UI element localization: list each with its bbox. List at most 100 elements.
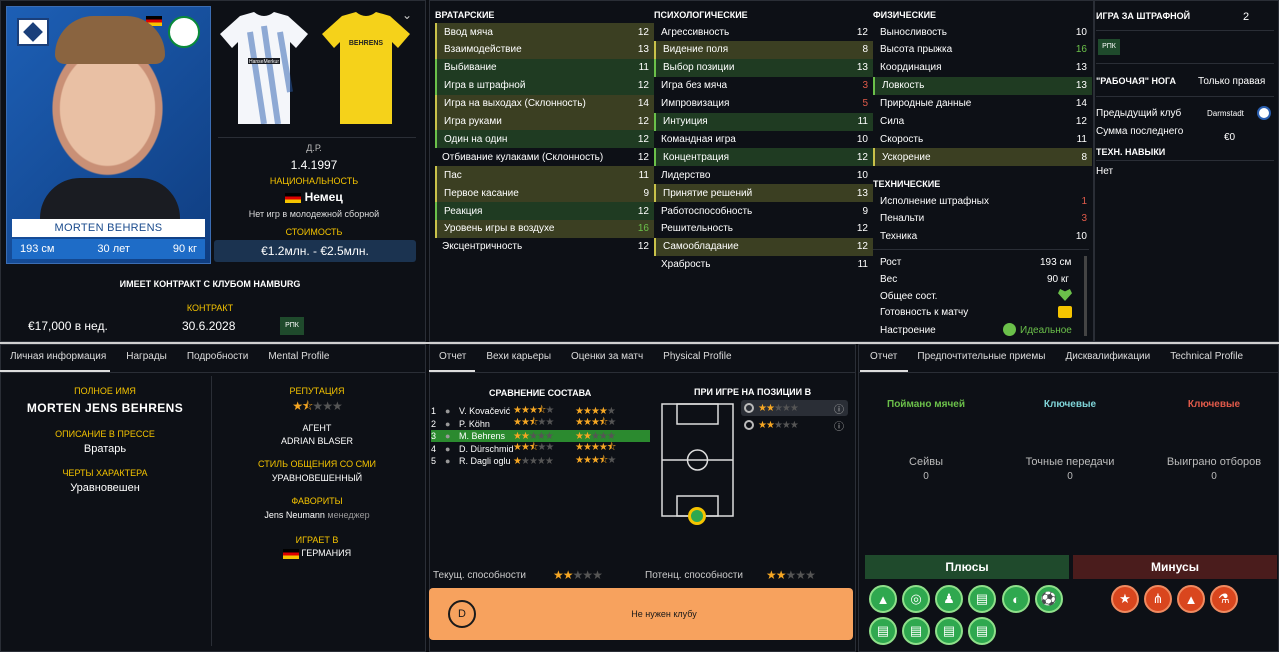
attribute-row[interactable]: Реакция 12 xyxy=(435,202,654,220)
position-rating-row[interactable]: ★★★★★ ⓘ xyxy=(741,400,848,416)
tab-2[interactable]: Подробности xyxy=(186,351,249,362)
attribute-row[interactable]: Высота прыжка 16 xyxy=(873,41,1092,59)
attribute-row[interactable]: Взаимодействие 13 xyxy=(435,40,654,59)
flask-icon[interactable]: ⚗ xyxy=(1210,585,1238,613)
attribute-row[interactable]: Игра руками 12 xyxy=(435,112,654,131)
tab-1[interactable]: Вехи карьеры xyxy=(486,351,552,362)
attribute-row[interactable]: Игра в штрафной 12 xyxy=(435,76,654,95)
radio-icon[interactable] xyxy=(744,420,754,430)
info-rpk-badge[interactable]: РПК xyxy=(1098,39,1120,55)
attribute-row[interactable]: Первое касание 9 xyxy=(435,184,654,203)
player-name[interactable]: P. Köhn xyxy=(459,418,490,429)
agent-value[interactable]: ADRIAN BLASER xyxy=(280,436,354,446)
tab-2[interactable]: Оценки за матч xyxy=(571,351,644,362)
squad-row[interactable]: 1 ● V. Kovačević ★★★⯪★ ★★★★★ xyxy=(431,405,650,417)
attribute-row[interactable]: Ловкость 13 xyxy=(873,76,1092,95)
away-kit-icon[interactable]: BEHRENS xyxy=(322,12,410,124)
attribute-row[interactable]: Решительность 12 xyxy=(654,220,873,238)
attribute-row[interactable]: Импровизация 5 xyxy=(654,95,873,113)
home-kit-icon[interactable]: HanseMerkur xyxy=(220,12,308,124)
attribute-row[interactable]: Ввод мяча 12 xyxy=(435,23,654,41)
attribute-row[interactable]: Видение поля 8 xyxy=(654,40,873,59)
tactics-board-icon[interactable]: ▤ xyxy=(968,585,996,613)
tab-3[interactable]: Technical Profile xyxy=(1170,351,1244,362)
attribute-row[interactable]: Ускорение 8 xyxy=(873,148,1092,167)
attribute-row[interactable]: Выносливость 10 xyxy=(873,23,1092,41)
tab-0[interactable]: Отчет xyxy=(870,351,898,362)
target-icon[interactable]: ◎ xyxy=(902,585,930,613)
tab-0[interactable]: Личная информация xyxy=(10,351,107,362)
foot-icon[interactable]: ⋔ xyxy=(1144,585,1172,613)
attribute-row[interactable]: Пенальти 3 xyxy=(873,210,1092,228)
attribute-row[interactable]: Природные данные 14 xyxy=(873,95,1092,113)
chevron-down-icon[interactable]: ⌄ xyxy=(402,8,413,22)
attribute-row[interactable]: Самообладание 12 xyxy=(654,237,873,256)
attribute-row[interactable]: Отбивание кулаками (Склонность) 12 xyxy=(435,148,654,166)
notes-check-icon[interactable]: ▤ xyxy=(935,617,963,645)
pitch-diagram xyxy=(661,403,734,517)
squad-row-selected[interactable]: 3 ● M. Behrens ★★★★★ ★★★★★ xyxy=(431,430,650,442)
attribute-row[interactable]: Агрессивность 12 xyxy=(654,23,873,41)
attribute-row[interactable]: Принятие решений 13 xyxy=(654,184,873,203)
attribute-row[interactable]: Интуиция 11 xyxy=(654,112,873,131)
tab-1[interactable]: Награды xyxy=(126,351,167,362)
attribute-row[interactable]: Выбор позиции 13 xyxy=(654,58,873,77)
plays-in-value[interactable]: ГЕРМАНИЯ xyxy=(301,548,352,558)
darmstadt-badge-icon[interactable] xyxy=(1257,106,1271,120)
attribute-row[interactable]: Работоспособность 9 xyxy=(654,202,873,220)
attribute-row[interactable]: Один на один 12 xyxy=(435,130,654,149)
notes-check-icon[interactable]: ▤ xyxy=(902,617,930,645)
player-name[interactable]: V. Kovačević xyxy=(459,406,511,416)
attribute-row[interactable]: Выбивание 11 xyxy=(435,58,654,77)
star-icon: ★ xyxy=(582,405,592,417)
info-icon[interactable]: ⓘ xyxy=(834,404,844,416)
germany-flag-icon xyxy=(282,548,299,559)
notes-icon[interactable]: ▤ xyxy=(869,617,897,645)
attribute-row[interactable]: Игра на выходах (Склонность) 14 xyxy=(435,94,654,113)
status-banner[interactable] xyxy=(429,588,853,640)
tab-3[interactable]: Mental Profile xyxy=(268,351,330,362)
tab-0[interactable]: Отчет xyxy=(439,351,467,362)
player-name[interactable]: M. Behrens xyxy=(459,431,506,441)
cone-icon[interactable]: ▲ xyxy=(1177,585,1205,613)
tab-1[interactable]: Предпочтительные приемы xyxy=(917,351,1046,362)
attribute-row[interactable]: Сила 12 xyxy=(873,113,1092,131)
star-icon[interactable]: ★ xyxy=(1111,585,1139,613)
prev-club-value[interactable]: Darmstadt xyxy=(1207,109,1244,118)
attribute-row[interactable]: Концентрация 12 xyxy=(654,148,873,167)
attribute-row[interactable]: Координация 13 xyxy=(873,59,1092,77)
goalkeeper-position-marker[interactable] xyxy=(688,507,706,525)
radio-icon[interactable] xyxy=(744,403,754,413)
rpk-badge[interactable]: РПК xyxy=(280,317,304,335)
attribute-row[interactable]: Эксцентричность 12 xyxy=(435,238,654,256)
value-box[interactable]: €1.2млн. - €2.5млн. xyxy=(214,240,416,262)
squad-row[interactable]: 4 ● D. Dürschmidt ★★⯪★★ ★★★★⯪ xyxy=(431,442,650,455)
attribute-row[interactable]: Техника 10 xyxy=(873,228,1092,246)
attribute-row[interactable]: Командная игра 10 xyxy=(654,130,873,148)
favorite-person[interactable]: Jens Neumann xyxy=(264,510,325,520)
attribute-row[interactable]: Пас 11 xyxy=(435,166,654,185)
notes-check-icon[interactable]: ▤ xyxy=(968,617,996,645)
aerial-reach-icon[interactable]: ▲ xyxy=(869,585,897,613)
ball-alert-icon[interactable]: ⚽ xyxy=(1035,585,1063,613)
attribute-row[interactable]: Храбрость 11 xyxy=(654,256,873,274)
attribute-row[interactable]: Скорость 11 xyxy=(873,130,1092,148)
squad-row[interactable]: 5 ● R. Dagli oglu ★★★★★ ★★★⯪★ xyxy=(431,455,650,467)
attribute-row[interactable]: Уровень игры в воздухе 16 xyxy=(435,219,654,238)
attribute-value: 13 xyxy=(1075,62,1087,74)
info-icon[interactable]: ⓘ xyxy=(834,421,844,433)
communication-icon[interactable]: ♟ xyxy=(935,585,963,613)
star-icon: ⯪ xyxy=(598,454,609,466)
attribute-row[interactable]: Лидерство 10 xyxy=(654,166,873,184)
scrollbar[interactable] xyxy=(1084,256,1087,336)
squad-row[interactable]: 2 ● P. Köhn ★★⯪★★ ★★★⯪★ xyxy=(431,417,650,430)
body-weight-value: 90 кг xyxy=(1047,274,1069,285)
tab-3[interactable]: Physical Profile xyxy=(663,351,732,362)
attribute-row[interactable]: Исполнение штрафных 1 xyxy=(873,192,1092,210)
position-rating-row[interactable]: ★★★★★ ⓘ xyxy=(741,417,848,433)
player-name[interactable]: D. Dürschmidt xyxy=(459,443,513,454)
mind-icon[interactable]: ◐ xyxy=(1002,585,1030,613)
player-name[interactable]: R. Dagli oglu xyxy=(459,456,511,466)
attribute-row[interactable]: Игра без мяча 3 xyxy=(654,77,873,95)
tab-2[interactable]: Дисквалификации xyxy=(1065,351,1151,362)
